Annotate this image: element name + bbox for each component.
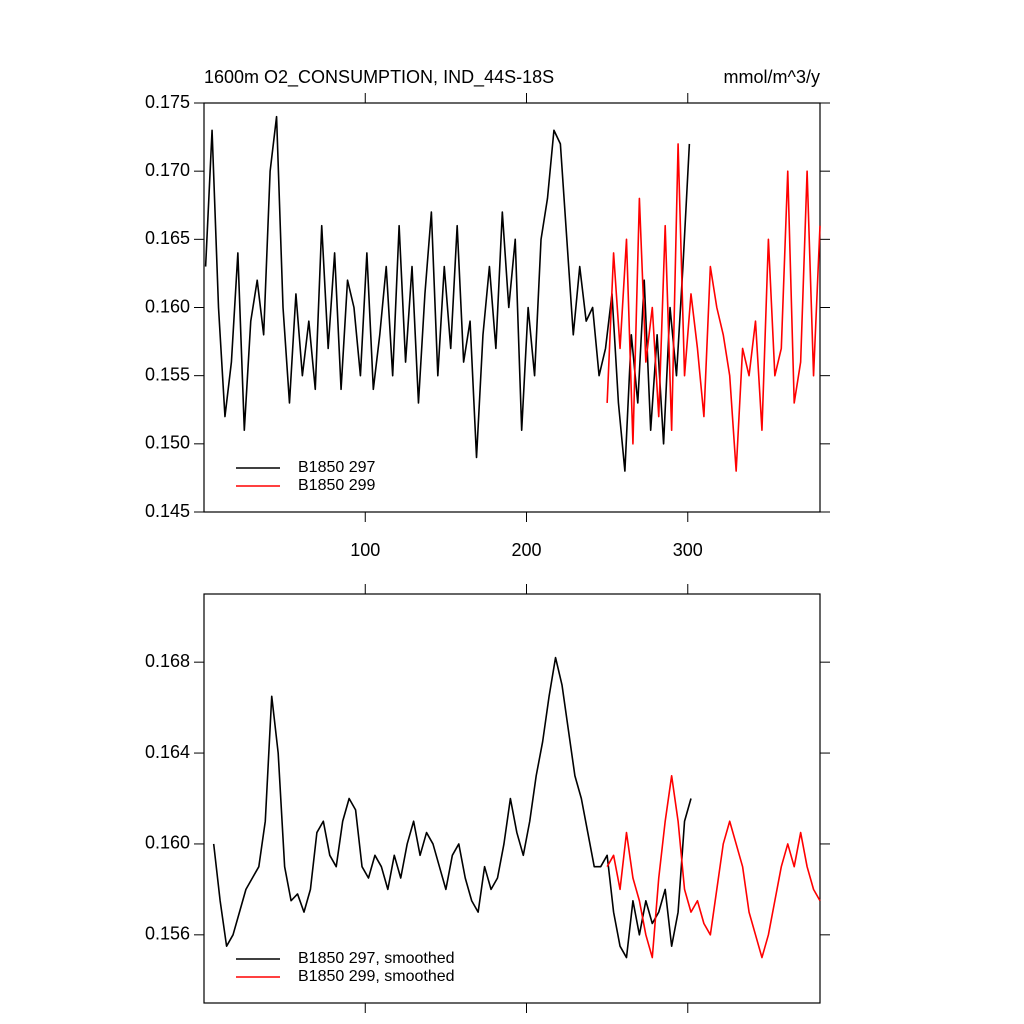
data-line xyxy=(606,143,821,472)
x-tick-label: 100 xyxy=(350,540,380,560)
x-tick-label: 300 xyxy=(673,540,703,560)
chart-units: mmol/m^3/y xyxy=(724,67,820,87)
y-tick-label: 0.150 xyxy=(145,433,190,453)
data-line xyxy=(204,115,691,472)
y-tick-label: 0.164 xyxy=(145,742,190,762)
y-tick-label: 0.156 xyxy=(145,924,190,944)
y-tick-label: 0.168 xyxy=(145,651,190,671)
data-line xyxy=(606,774,821,959)
legend-label: B1850 297 xyxy=(298,459,376,476)
chart-title: 1600m O2_CONSUMPTION, IND_44S-18S xyxy=(204,67,554,88)
y-tick-label: 0.160 xyxy=(145,833,190,853)
y-tick-label: 0.175 xyxy=(145,92,190,112)
plot-frame xyxy=(203,593,821,1004)
y-tick-label: 0.155 xyxy=(145,364,190,384)
y-tick-label: 0.145 xyxy=(145,501,190,521)
data-line xyxy=(212,656,692,959)
legend-label: B1850 299 xyxy=(298,477,376,494)
legend-label: B1850 297, smoothed xyxy=(298,950,455,967)
legend-label: B1850 299, smoothed xyxy=(298,968,455,985)
x-tick-label: 200 xyxy=(511,540,541,560)
y-tick-label: 0.160 xyxy=(145,296,190,316)
y-tick-label: 0.170 xyxy=(145,160,190,180)
y-tick-label: 0.165 xyxy=(145,228,190,248)
